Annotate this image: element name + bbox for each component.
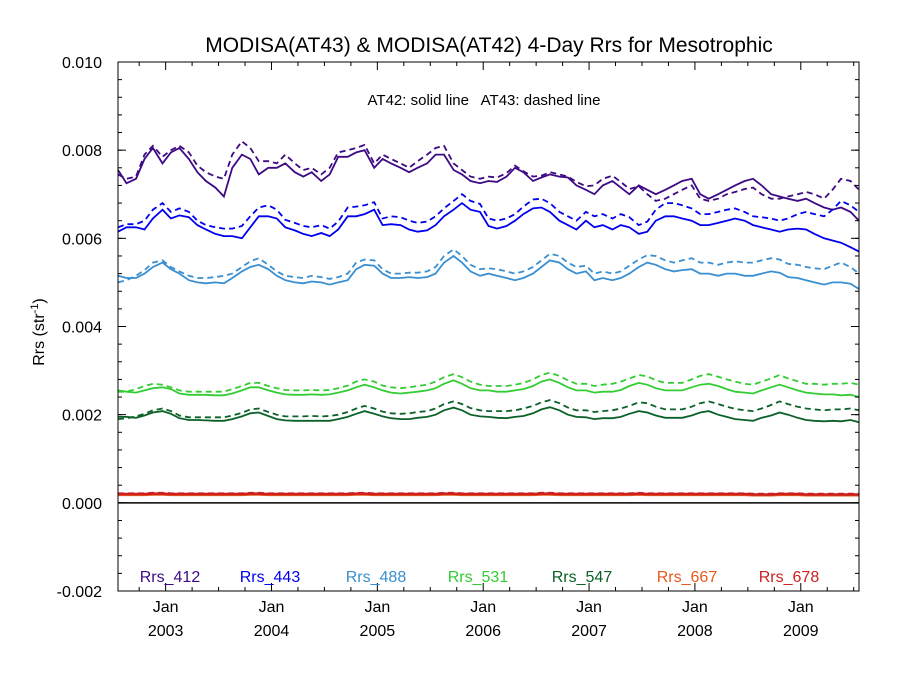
y-tick-label: 0.000 bbox=[62, 496, 102, 513]
series-line-rrs-443-at42-solid bbox=[117, 201, 860, 253]
series-line-rrs-547-at42-solid bbox=[118, 406, 860, 424]
series-line-rrs-531-at42-solid bbox=[117, 378, 860, 398]
x-tick-year: 2005 bbox=[360, 623, 396, 640]
series-line-rrs-547-at43-dashed bbox=[117, 399, 860, 420]
series-line-rrs-443-at43-dashed bbox=[117, 193, 860, 230]
legend-entry-rrs-547: Rrs_547 bbox=[552, 569, 613, 586]
plot-area bbox=[117, 140, 860, 504]
series-line-rrs-488-at43-dashed bbox=[117, 248, 860, 284]
series-line-rrs-412-at42-solid bbox=[117, 146, 860, 222]
x-tick-month: Jan bbox=[470, 599, 496, 616]
legend: Rrs_412 Rrs_443 Rrs_488 Rrs_531 Rrs_547 Rrs_6… bbox=[140, 569, 820, 586]
x-tick-month: Jan bbox=[682, 599, 708, 616]
x-tick-month: Jan bbox=[576, 599, 602, 616]
x-tick-year: 2008 bbox=[677, 623, 713, 640]
x-tick-year: 2007 bbox=[571, 623, 607, 640]
x-tick-month: Jan bbox=[153, 599, 179, 616]
y-tick-label: 0.004 bbox=[62, 320, 102, 337]
plot-frame bbox=[117, 61, 860, 592]
y-axis-label-superscript: -1 bbox=[29, 304, 41, 314]
legend-entry-rrs-412: Rrs_412 bbox=[140, 569, 201, 586]
series-line-rrs-488-at42-solid bbox=[117, 254, 860, 290]
y-tick-label: 0.006 bbox=[62, 231, 102, 248]
y-axis-label-close: ) bbox=[31, 298, 48, 303]
y-axis: 0.010 0.008 0.006 0.004 0.002 0.000 -0.002 bbox=[57, 55, 859, 601]
x-tick-year: 2006 bbox=[465, 623, 501, 640]
series-line-rrs-531-at43-dashed bbox=[118, 371, 860, 393]
legend-entry-rrs-678: Rrs_678 bbox=[759, 569, 820, 586]
x-tick-year: 2003 bbox=[148, 623, 184, 640]
x-tick-month: Jan bbox=[788, 599, 814, 616]
y-tick-label: -0.002 bbox=[57, 584, 102, 601]
x-tick-year: 2004 bbox=[254, 623, 290, 640]
legend-entry-rrs-531: Rrs_531 bbox=[448, 569, 509, 586]
x-tick-month: Jan bbox=[364, 599, 390, 616]
y-tick-label: 0.008 bbox=[62, 143, 102, 160]
y-tick-label: 0.010 bbox=[62, 55, 102, 72]
y-axis-label-text: Rrs (str bbox=[31, 313, 48, 366]
legend-entry-rrs-667: Rrs_667 bbox=[657, 569, 718, 586]
series-line-rrs-412-at43-dashed bbox=[117, 140, 860, 202]
chart-title: MODISA(AT43) & MODISA(AT42) 4-Day Rrs fo… bbox=[205, 34, 773, 57]
y-axis-label: Rrs (str-1) bbox=[29, 298, 48, 366]
series-line-rrs-678-at42-solid bbox=[118, 492, 859, 496]
legend-entry-rrs-488: Rrs_488 bbox=[346, 569, 407, 586]
legend-entry-rrs-443: Rrs_443 bbox=[240, 569, 301, 586]
x-tick-month: Jan bbox=[259, 599, 285, 616]
y-tick-label: 0.002 bbox=[62, 408, 102, 425]
x-axis: Jan 2003 Jan 2004 Jan 2005 Jan 2006 Jan 2007 Jan 20… bbox=[138, 62, 855, 640]
line-style-annotation: AT42: solid line AT43: dashed line bbox=[368, 92, 601, 109]
x-tick-year: 2009 bbox=[783, 623, 819, 640]
